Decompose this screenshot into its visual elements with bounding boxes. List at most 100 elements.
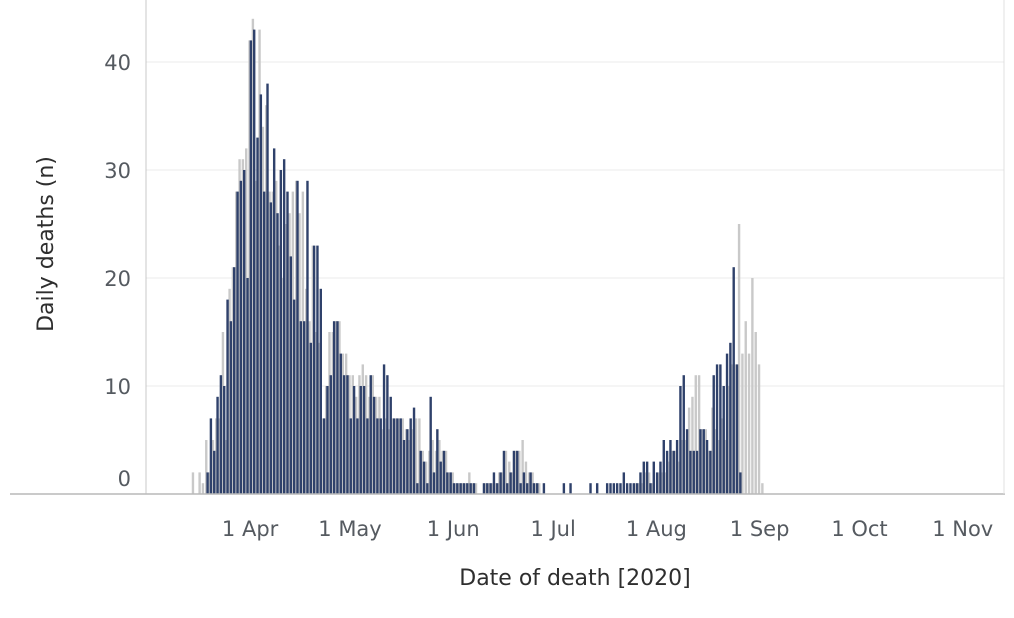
bar-series-0 [231, 267, 235, 494]
x-tick-label: 1 Aug [626, 517, 687, 541]
bar-series-0 [301, 191, 305, 494]
bar-series-1 [216, 396, 219, 494]
bar-series-0 [284, 224, 288, 494]
bar-series-1 [419, 450, 422, 494]
bar-series-1 [319, 288, 322, 494]
bar-series-0 [697, 375, 701, 494]
x-tick-label: 1 Sep [730, 517, 790, 541]
bar-series-1 [372, 396, 376, 494]
bar-series-0 [328, 332, 331, 494]
bar-series-0 [401, 418, 404, 494]
bar-series-1 [402, 440, 406, 494]
bar-series-0 [294, 180, 298, 495]
bar-series-1 [369, 375, 372, 494]
bar-series-1 [259, 94, 263, 495]
bar-series-1 [689, 450, 692, 494]
y-tick-label: 40 [104, 51, 131, 75]
bar-series-0 [521, 440, 524, 494]
bar-series-1 [429, 396, 432, 494]
bar-series-0 [701, 429, 704, 494]
bar-series-1 [213, 450, 216, 494]
bar-series-1 [662, 440, 665, 494]
bar-series-0 [344, 353, 348, 494]
bar-series-1 [239, 180, 243, 495]
bar-series-1 [492, 472, 496, 494]
bar-series-1 [712, 375, 715, 494]
bar-series-1 [229, 321, 233, 494]
bar-series-1 [352, 386, 356, 494]
bar-series-0 [761, 483, 764, 494]
y-tick-labels: 0 10 20 30 40 [104, 51, 131, 491]
bar-series-1 [409, 418, 412, 494]
bar-series-0 [637, 483, 641, 494]
bar-series-0 [281, 278, 285, 494]
bar-series-1 [279, 170, 283, 494]
bar-series-1 [735, 364, 739, 494]
bar-series-1 [709, 450, 712, 494]
bar-series-1 [236, 191, 239, 494]
x-tick-label: 1 Jun [427, 517, 480, 541]
bar-series-1 [512, 450, 516, 494]
bar-series-0 [238, 159, 241, 494]
bar-series-0 [714, 429, 717, 494]
bar-series-1 [675, 440, 679, 494]
bar-series-0 [661, 472, 664, 494]
bar-series-1 [645, 461, 649, 494]
bar-series-0 [275, 180, 278, 495]
bar-series-1 [382, 364, 386, 494]
bar-series-1 [339, 353, 342, 494]
bar-series-1 [516, 450, 519, 494]
bar-series-0 [734, 364, 737, 494]
bar-series-1 [529, 472, 532, 494]
bar-series-0 [411, 429, 414, 494]
bar-series-0 [398, 418, 401, 494]
bar-series-0 [724, 440, 727, 494]
x-tick-labels: 1 Apr 1 May 1 Jun 1 Jul 1 Aug 1 Sep 1 Oct 1 Nov [222, 517, 993, 541]
bar-series-1 [233, 267, 236, 494]
bar-series-1 [262, 191, 266, 494]
bar-series-0 [674, 450, 677, 494]
bar-series-0 [711, 407, 714, 494]
bar-series-0 [451, 472, 454, 494]
bar-series-0 [361, 364, 364, 494]
bar-series-0 [314, 332, 318, 494]
bar-series-0 [471, 483, 474, 494]
bar-series-1 [699, 429, 702, 494]
y-tick-label: 10 [104, 375, 131, 399]
bar-series-1 [672, 450, 675, 494]
bar-series-1 [642, 461, 645, 494]
bar-series-1 [256, 137, 259, 494]
bar-series-0 [251, 18, 255, 495]
bar-series-0 [265, 105, 268, 494]
bar-series-1 [722, 386, 725, 494]
bar-series-1 [296, 180, 299, 495]
bar-series-1 [342, 375, 346, 494]
bar-series-1 [685, 429, 689, 494]
bar-series-1 [439, 461, 442, 494]
bar-series-1 [249, 40, 253, 495]
bar-series-1 [389, 396, 392, 494]
bar-series-0 [431, 440, 434, 494]
bar-series-1 [466, 483, 469, 494]
y-tick-label: 0 [118, 467, 131, 491]
bar-series-0 [268, 191, 271, 494]
bar-series-0 [737, 224, 741, 494]
bar-series-0 [651, 483, 654, 494]
bar-series-0 [421, 450, 424, 494]
bar-series-0 [255, 180, 258, 495]
bar-series-0 [381, 429, 384, 494]
bar-series-1 [322, 418, 326, 494]
bar-series-1 [496, 483, 499, 494]
bar-series-0 [384, 418, 388, 494]
bar-series-0 [218, 418, 221, 494]
bar-series-0 [378, 396, 381, 494]
bar-series-1 [655, 472, 659, 494]
bar-series-0 [258, 29, 261, 494]
bar-series-1 [649, 483, 652, 494]
bar-series-1 [446, 472, 449, 494]
bar-series-0 [731, 364, 734, 494]
bar-series-1 [396, 418, 399, 494]
bar-series-1 [679, 386, 682, 494]
bar-series-1 [252, 29, 256, 494]
bar-series-0 [488, 483, 491, 494]
